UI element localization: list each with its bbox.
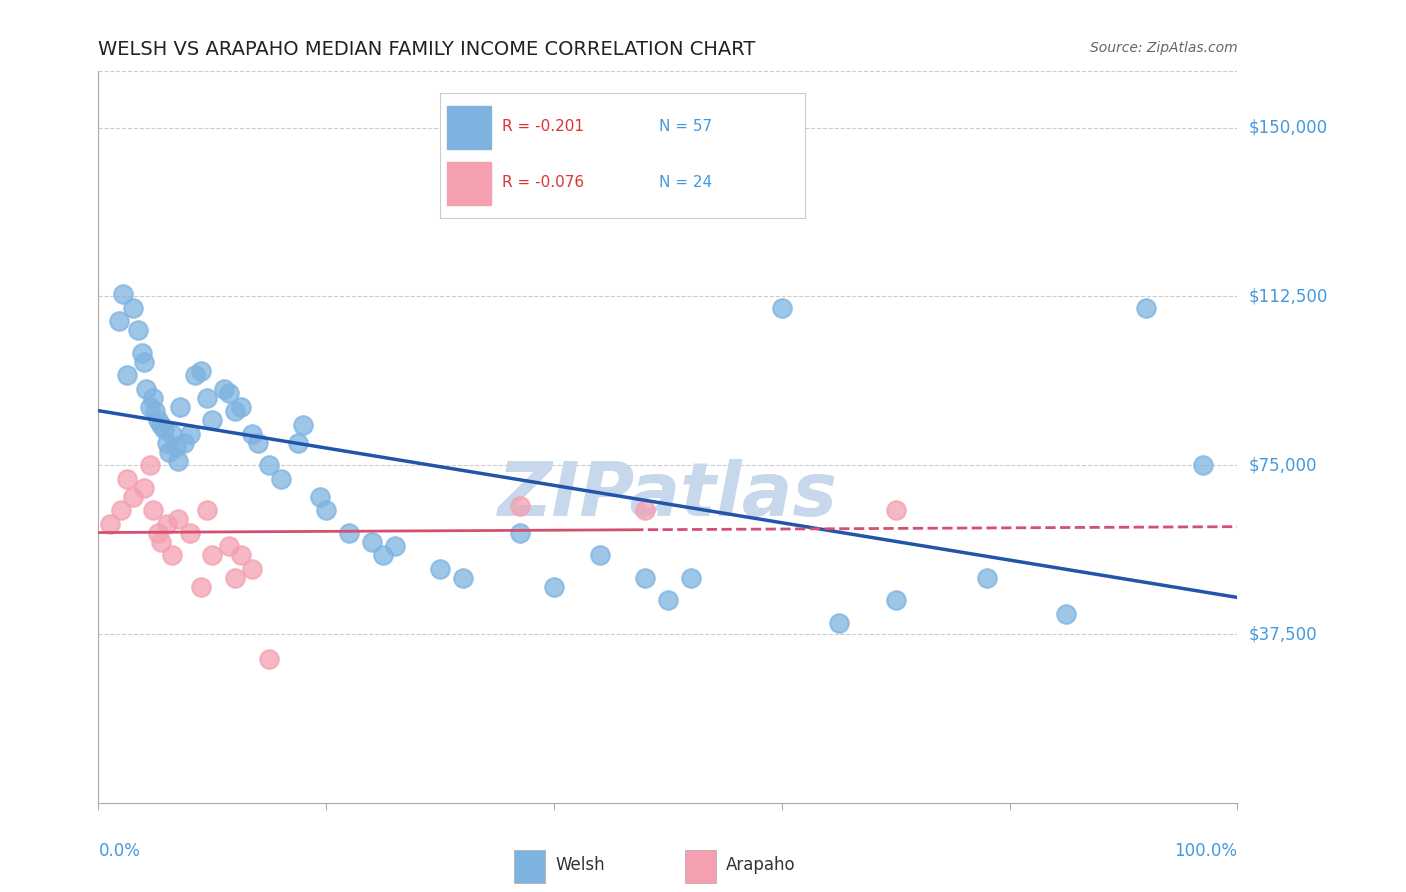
Point <box>259 652 281 666</box>
Point <box>657 593 679 607</box>
Point <box>634 503 657 517</box>
Point <box>634 571 657 585</box>
Text: Source: ZipAtlas.com: Source: ZipAtlas.com <box>1090 41 1237 54</box>
Point <box>146 413 169 427</box>
Point <box>218 539 240 553</box>
Point <box>246 435 269 450</box>
Text: $112,500: $112,500 <box>1249 287 1327 305</box>
Point <box>138 458 160 473</box>
Point <box>173 435 195 450</box>
Point <box>165 440 187 454</box>
Point <box>884 593 907 607</box>
Point <box>108 314 131 328</box>
Point <box>150 534 173 549</box>
Point <box>429 562 451 576</box>
Point <box>98 516 121 531</box>
Point <box>292 417 315 432</box>
Point <box>179 426 201 441</box>
Point <box>371 548 394 562</box>
Text: $75,000: $75,000 <box>1249 456 1317 475</box>
Point <box>195 391 218 405</box>
Point <box>167 512 190 526</box>
Point <box>509 499 531 513</box>
Point <box>309 490 332 504</box>
Point <box>153 422 176 436</box>
Point <box>121 490 143 504</box>
Point <box>384 539 406 553</box>
Point <box>229 548 252 562</box>
Point <box>157 444 180 458</box>
Point <box>1192 458 1215 473</box>
Point <box>315 503 337 517</box>
Point <box>184 368 207 383</box>
Point <box>115 368 138 383</box>
Point <box>131 345 153 359</box>
Point <box>169 400 191 414</box>
Point <box>224 404 246 418</box>
Point <box>135 382 157 396</box>
Point <box>145 404 167 418</box>
Point <box>201 548 224 562</box>
Point <box>201 413 224 427</box>
Point <box>132 481 155 495</box>
Point <box>212 382 235 396</box>
Point <box>270 472 292 486</box>
Text: $37,500: $37,500 <box>1249 625 1317 643</box>
Point <box>360 534 382 549</box>
Point <box>156 435 179 450</box>
Point <box>828 615 851 630</box>
Text: WELSH VS ARAPAHO MEDIAN FAMILY INCOME CORRELATION CHART: WELSH VS ARAPAHO MEDIAN FAMILY INCOME CO… <box>98 39 756 59</box>
Point <box>337 525 360 540</box>
Text: 0.0%: 0.0% <box>98 842 141 860</box>
Point <box>259 458 281 473</box>
Point <box>110 503 132 517</box>
Point <box>121 301 143 315</box>
Point <box>150 417 173 432</box>
Point <box>179 525 201 540</box>
Point <box>112 287 135 301</box>
Point <box>190 580 212 594</box>
Point <box>167 453 190 467</box>
Point <box>1054 607 1078 621</box>
Point <box>146 525 169 540</box>
Point <box>162 426 184 441</box>
Text: $150,000: $150,000 <box>1249 119 1327 136</box>
Point <box>240 426 263 441</box>
Point <box>1135 301 1157 315</box>
Point <box>287 435 309 450</box>
Point <box>138 400 160 414</box>
Point <box>142 391 165 405</box>
Point <box>115 472 138 486</box>
Point <box>451 571 474 585</box>
Text: ZIPatlas: ZIPatlas <box>498 459 838 533</box>
Point <box>588 548 610 562</box>
Point <box>127 323 149 337</box>
Point <box>509 525 531 540</box>
Point <box>195 503 218 517</box>
Point <box>543 580 565 594</box>
Text: 100.0%: 100.0% <box>1174 842 1237 860</box>
Point <box>679 571 702 585</box>
Point <box>770 301 793 315</box>
Point <box>132 354 155 368</box>
Point <box>218 386 240 401</box>
Point <box>240 562 263 576</box>
Point <box>976 571 998 585</box>
Point <box>224 571 246 585</box>
Point <box>162 548 184 562</box>
Point <box>884 503 907 517</box>
Point <box>156 516 179 531</box>
Point <box>229 400 252 414</box>
Point <box>142 503 165 517</box>
Point <box>190 364 212 378</box>
